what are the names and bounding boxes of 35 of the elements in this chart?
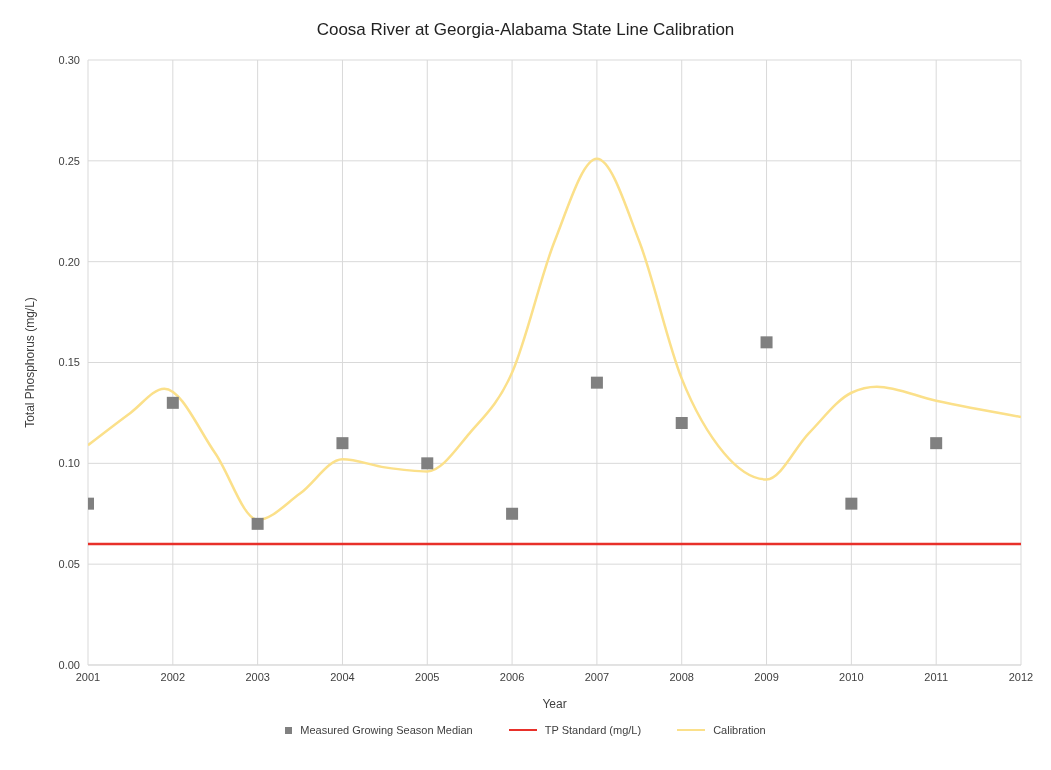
x-tick-label: 2011: [924, 670, 949, 683]
chart-title: Coosa River at Georgia-Alabama State Line Calibration: [315, 19, 736, 40]
point: [930, 437, 943, 450]
y-tick-label: 0.25: [58, 154, 80, 167]
point: [675, 417, 688, 429]
y-tick-label: 0.20: [58, 255, 80, 268]
legend-label: Calibration: [713, 724, 766, 736]
x-tick-label: 2006: [499, 670, 525, 683]
point: [251, 517, 264, 530]
x-axis-title: Year: [542, 697, 567, 711]
point: [506, 507, 519, 520]
x-tick-label: 2002: [160, 670, 186, 683]
point: [421, 457, 434, 470]
y-tick-label: 0.05: [58, 558, 80, 571]
point: [845, 497, 858, 510]
legend-label: Measured Growing Season Median: [300, 724, 473, 736]
y-tick-label: 0.15: [58, 356, 80, 369]
x-tick-label: 2004: [330, 670, 355, 683]
x-tick-label: 2007: [584, 670, 610, 683]
legend-label: TP Standard (mg/L): [544, 724, 642, 736]
x-tick-label: 2005: [415, 670, 440, 683]
y-axis-title: Total Phosphorus (mg/L): [23, 297, 38, 428]
point: [336, 437, 349, 450]
x-tick-label: 2009: [754, 670, 779, 683]
point: [760, 336, 773, 349]
y-tick-label: 0.10: [58, 457, 80, 470]
x-tick-label: 2008: [669, 670, 694, 683]
x-tick-label: 2003: [245, 670, 270, 683]
x-tick-label: 2001: [75, 670, 101, 683]
y-tick-label: 0.30: [58, 53, 80, 66]
x-tick-label: 2010: [839, 670, 864, 683]
x-tick-label: 2012: [1008, 670, 1034, 683]
point: [590, 376, 603, 389]
point: [166, 396, 179, 409]
y-tick-label: 0.00: [58, 658, 80, 671]
